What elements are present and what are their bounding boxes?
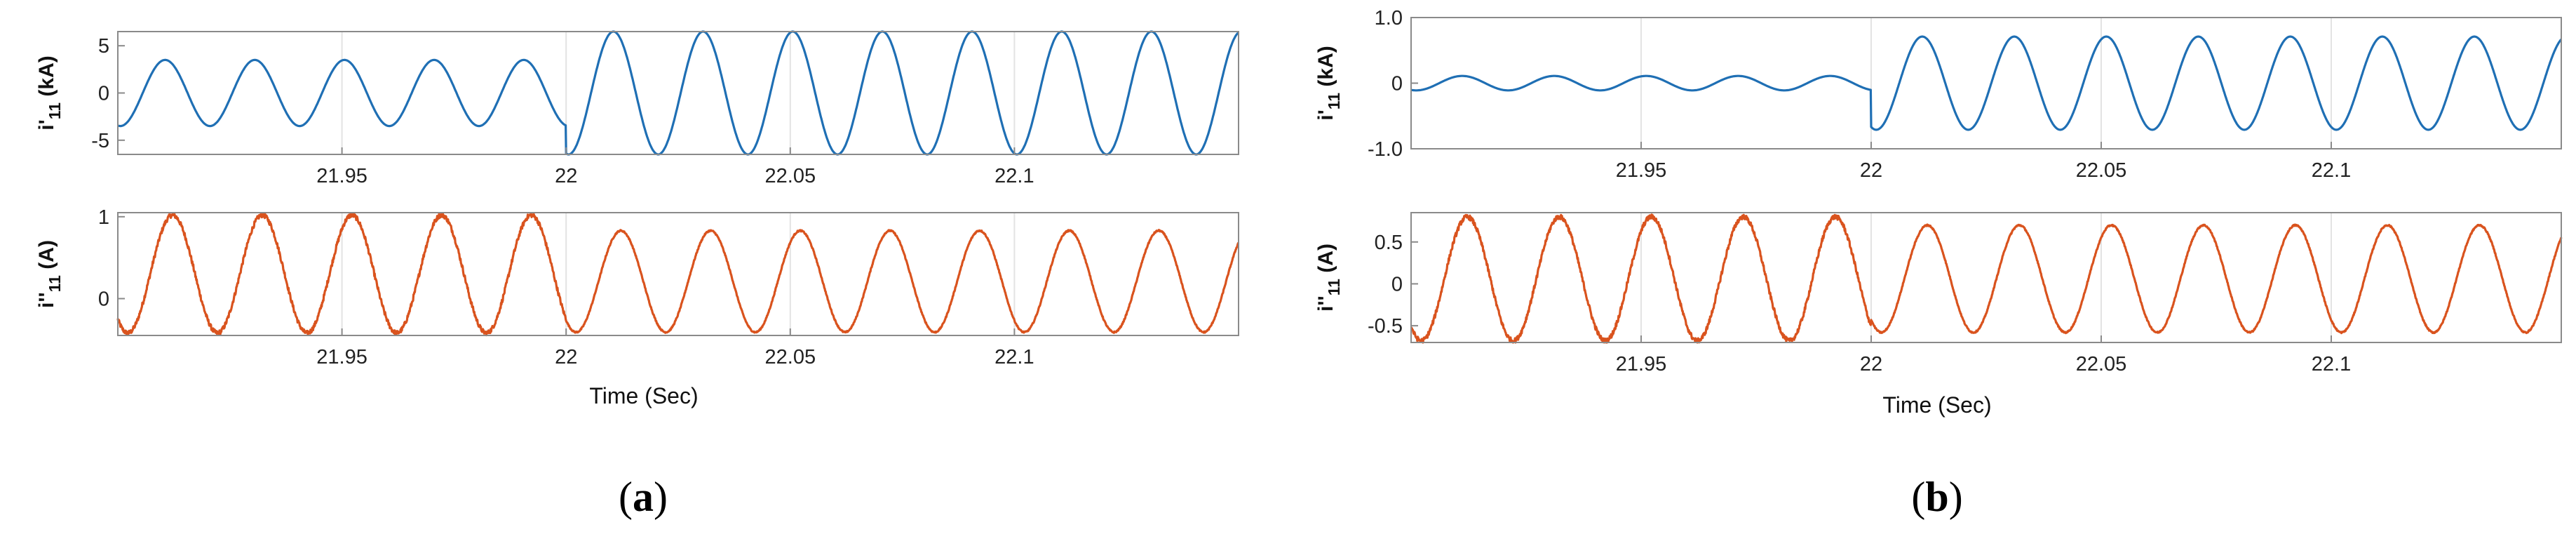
label-letter-b: b	[1925, 474, 1948, 520]
label-open-a: (	[619, 474, 633, 520]
xtick-label-2: 22.05	[765, 346, 816, 368]
ylabel-main: i''	[1314, 295, 1337, 312]
subfigure-label-a: (a)	[619, 474, 668, 520]
series-line-b-top-0	[1410, 35, 2563, 131]
ytick-label-2: -0.5	[1368, 315, 1403, 338]
ylabel-subscript: 11	[1325, 279, 1343, 296]
chart-a-top: 5 0 -5 21.95 22 22.05 22.1 i'11 (kA)	[35, 30, 1240, 187]
ylabel-b-top: i'11 (kA)	[1314, 46, 1343, 120]
xtick-label-1: 22	[1860, 353, 1882, 375]
xtick-label-2: 22.05	[2076, 159, 2127, 182]
xtick-label-3: 22.1	[2312, 159, 2351, 182]
plot-frame-a-bottom	[117, 212, 1239, 336]
label-letter-a: a	[633, 474, 654, 520]
series-line-a-top-0	[117, 30, 1240, 156]
chart-b-bottom: 0.5 0 -0.5 21.95 22 22.05 22.1 i''11 (A)	[1314, 212, 2563, 375]
ytick-label-0: 1	[98, 206, 109, 229]
ytick-label-0: 1.0	[1375, 7, 1403, 29]
xtick-label-1: 22	[1860, 159, 1882, 182]
chart-b-top: 1.0 0 -1.0 21.95 22 22.05 22.1 i'11 (kA)	[1314, 7, 2563, 182]
ytick-label-1: 0	[1391, 273, 1403, 295]
xtick-label-0: 21.95	[316, 346, 367, 368]
xlabel-panel-a: Time (Sec)	[589, 383, 698, 408]
xtick-label-3: 22.1	[994, 165, 1034, 187]
xtick-label-0: 21.95	[316, 165, 367, 187]
ylabel-unit: (kA)	[35, 55, 58, 102]
ylabel-main: i'	[35, 119, 58, 130]
plot-frame-b-bottom	[1410, 212, 2562, 343]
series-line-a-bottom-0	[116, 212, 1240, 337]
ytick-label-2: -1.0	[1368, 138, 1403, 161]
ytick-label-0: 5	[98, 35, 109, 58]
ylabel-main: i'	[1314, 109, 1337, 120]
label-open-b: (	[1911, 474, 1925, 520]
ylabel-unit: (kA)	[1314, 46, 1337, 93]
ylabel-a-bottom: i''11 (A)	[35, 240, 64, 308]
xtick-label-3: 22.1	[994, 346, 1034, 368]
label-close-a: )	[654, 474, 668, 520]
ytick-label-1: 0	[1391, 73, 1403, 95]
xtick-label-0: 21.95	[1616, 353, 1667, 375]
chart-a-bottom: 1 0 21.95 22 22.05 22.1 i''11 (A)	[35, 206, 1240, 368]
xtick-label-0: 21.95	[1616, 159, 1667, 182]
xtick-label-1: 22	[555, 346, 577, 368]
series-line-b-bottom-0	[1410, 213, 2563, 344]
xtick-label-2: 22.05	[765, 165, 816, 187]
xtick-label-3: 22.1	[2312, 353, 2351, 375]
ylabel-subscript: 11	[46, 275, 64, 293]
label-close-b: )	[1949, 474, 1963, 520]
ylabel-subscript: 11	[1325, 93, 1343, 110]
xtick-label-1: 22	[555, 165, 577, 187]
ylabel-main: i''	[35, 292, 58, 308]
xtick-label-2: 22.05	[2076, 353, 2127, 375]
plot-frame-a-top	[117, 31, 1239, 155]
ylabel-unit: (A)	[35, 240, 58, 275]
ylabel-b-bottom: i''11 (A)	[1314, 244, 1343, 312]
ylabel-subscript: 11	[46, 102, 64, 120]
ytick-label-0: 0.5	[1375, 232, 1403, 254]
ytick-label-2: -5	[91, 130, 109, 152]
ylabel-unit: (A)	[1314, 244, 1337, 279]
ylabel-a-top: i'11 (kA)	[35, 55, 64, 130]
ytick-label-1: 0	[98, 288, 109, 311]
subfigure-label-b: (b)	[1911, 474, 1962, 520]
ytick-label-1: 0	[98, 83, 109, 105]
plot-frame-b-top	[1410, 17, 2562, 149]
xlabel-panel-b: Time (Sec)	[1882, 392, 1991, 418]
